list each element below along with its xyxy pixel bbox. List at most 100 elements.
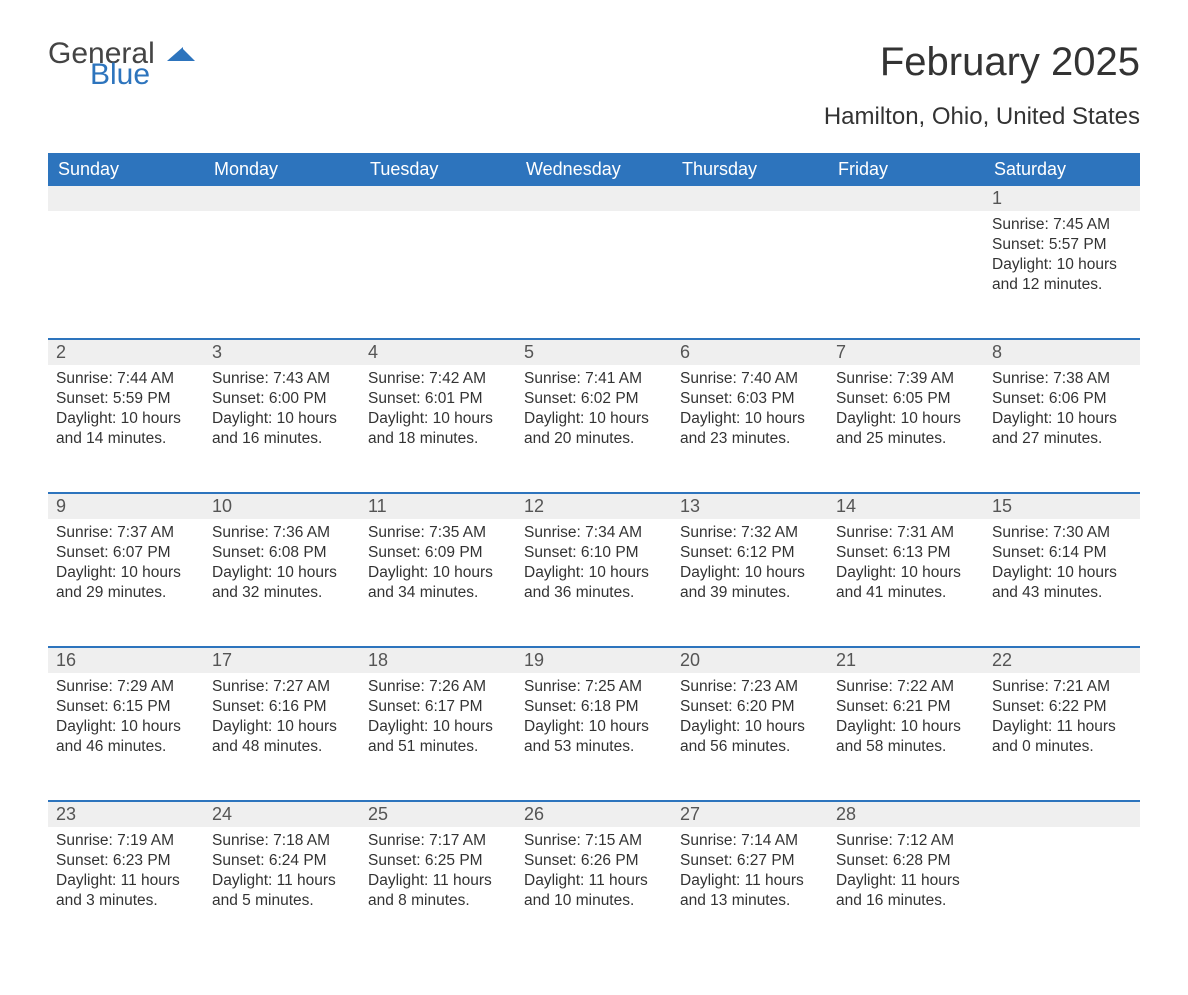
sunset-text: Sunset: 6:24 PM bbox=[212, 851, 352, 871]
daylight-text: Daylight: 10 hours and 16 minutes. bbox=[212, 409, 352, 449]
sunrise-text: Sunrise: 7:42 AM bbox=[368, 369, 508, 389]
day-cell: Sunrise: 7:32 AMSunset: 6:12 PMDaylight:… bbox=[672, 519, 828, 647]
sunrise-text: Sunrise: 7:36 AM bbox=[212, 523, 352, 543]
sunrise-text: Sunrise: 7:25 AM bbox=[524, 677, 664, 697]
sunrise-text: Sunrise: 7:37 AM bbox=[56, 523, 196, 543]
daylight-text: Daylight: 10 hours and 20 minutes. bbox=[524, 409, 664, 449]
sunrise-text: Sunrise: 7:29 AM bbox=[56, 677, 196, 697]
day-number-cell: 3 bbox=[204, 339, 360, 365]
day-number-cell: 28 bbox=[828, 801, 984, 827]
day-cell: Sunrise: 7:25 AMSunset: 6:18 PMDaylight:… bbox=[516, 673, 672, 801]
sunrise-text: Sunrise: 7:22 AM bbox=[836, 677, 976, 697]
day-cell bbox=[516, 211, 672, 339]
day-number-cell: 14 bbox=[828, 493, 984, 519]
day-number-cell: 2 bbox=[48, 339, 204, 365]
weekday-header: Friday bbox=[828, 153, 984, 186]
day-cell: Sunrise: 7:39 AMSunset: 6:05 PMDaylight:… bbox=[828, 365, 984, 493]
sunset-text: Sunset: 6:27 PM bbox=[680, 851, 820, 871]
sunset-text: Sunset: 6:16 PM bbox=[212, 697, 352, 717]
week-daynum-row: 16171819202122 bbox=[48, 647, 1140, 673]
day-cell: Sunrise: 7:38 AMSunset: 6:06 PMDaylight:… bbox=[984, 365, 1140, 493]
sunrise-text: Sunrise: 7:43 AM bbox=[212, 369, 352, 389]
sunrise-text: Sunrise: 7:27 AM bbox=[212, 677, 352, 697]
sunset-text: Sunset: 6:21 PM bbox=[836, 697, 976, 717]
day-cell: Sunrise: 7:29 AMSunset: 6:15 PMDaylight:… bbox=[48, 673, 204, 801]
weekday-header: Thursday bbox=[672, 153, 828, 186]
sunset-text: Sunset: 6:06 PM bbox=[992, 389, 1132, 409]
day-number-cell: 9 bbox=[48, 493, 204, 519]
day-cell: Sunrise: 7:34 AMSunset: 6:10 PMDaylight:… bbox=[516, 519, 672, 647]
daylight-text: Daylight: 10 hours and 56 minutes. bbox=[680, 717, 820, 757]
week-daynum-row: 232425262728 bbox=[48, 801, 1140, 827]
sunset-text: Sunset: 6:10 PM bbox=[524, 543, 664, 563]
day-cell: Sunrise: 7:19 AMSunset: 6:23 PMDaylight:… bbox=[48, 827, 204, 955]
day-number-cell bbox=[672, 186, 828, 211]
day-number-cell bbox=[984, 801, 1140, 827]
day-number-cell bbox=[48, 186, 204, 211]
daylight-text: Daylight: 10 hours and 18 minutes. bbox=[368, 409, 508, 449]
daylight-text: Daylight: 11 hours and 0 minutes. bbox=[992, 717, 1132, 757]
day-number-cell bbox=[360, 186, 516, 211]
sunset-text: Sunset: 6:23 PM bbox=[56, 851, 196, 871]
day-number-cell: 7 bbox=[828, 339, 984, 365]
day-cell bbox=[984, 827, 1140, 955]
week-daynum-row: 1 bbox=[48, 186, 1140, 211]
week-content-row: Sunrise: 7:19 AMSunset: 6:23 PM Daylight:… bbox=[48, 827, 1140, 955]
day-number-cell: 26 bbox=[516, 801, 672, 827]
daylight-text: Daylight: 11 hours and 16 minutes. bbox=[836, 871, 976, 911]
daylight-text: Daylight: 10 hours and 32 minutes. bbox=[212, 563, 352, 603]
daylight-text: Daylight: 11 hours and 13 minutes. bbox=[680, 871, 820, 911]
daylight-text: Daylight: 10 hours and 41 minutes. bbox=[836, 563, 976, 603]
day-cell bbox=[828, 211, 984, 339]
day-cell: Sunrise: 7:22 AMSunset: 6:21 PMDaylight:… bbox=[828, 673, 984, 801]
day-cell: Sunrise: 7:17 AMSunset: 6:25 PMDaylight:… bbox=[360, 827, 516, 955]
sunset-text: Sunset: 6:13 PM bbox=[836, 543, 976, 563]
daylight-text: Daylight: 10 hours and 36 minutes. bbox=[524, 563, 664, 603]
day-number-cell: 4 bbox=[360, 339, 516, 365]
weekday-header: Wednesday bbox=[516, 153, 672, 186]
daylight-text: Daylight: 11 hours and 8 minutes. bbox=[368, 871, 508, 911]
sunset-text: Sunset: 6:07 PM bbox=[56, 543, 196, 563]
daylight-text: Daylight: 10 hours and 29 minutes. bbox=[56, 563, 196, 603]
daylight-text: Daylight: 10 hours and 14 minutes. bbox=[56, 409, 196, 449]
day-cell: Sunrise: 7:40 AMSunset: 6:03 PMDaylight:… bbox=[672, 365, 828, 493]
sunrise-text: Sunrise: 7:19 AM bbox=[56, 831, 196, 851]
sunrise-text: Sunrise: 7:35 AM bbox=[368, 523, 508, 543]
daylight-text: Daylight: 10 hours and 25 minutes. bbox=[836, 409, 976, 449]
day-number-cell: 21 bbox=[828, 647, 984, 673]
daylight-text: Daylight: 10 hours and 48 minutes. bbox=[212, 717, 352, 757]
day-number-cell: 17 bbox=[204, 647, 360, 673]
sunset-text: Sunset: 6:22 PM bbox=[992, 697, 1132, 717]
day-number-cell: 18 bbox=[360, 647, 516, 673]
sunset-text: Sunset: 6:18 PM bbox=[524, 697, 664, 717]
weekday-header: Saturday bbox=[984, 153, 1140, 186]
sunrise-text: Sunrise: 7:17 AM bbox=[368, 831, 508, 851]
day-cell: Sunrise: 7:41 AMSunset: 6:02 PMDaylight:… bbox=[516, 365, 672, 493]
daylight-text: Daylight: 10 hours and 58 minutes. bbox=[836, 717, 976, 757]
day-cell: Sunrise: 7:18 AMSunset: 6:24 PMDaylight:… bbox=[204, 827, 360, 955]
day-cell: Sunrise: 7:37 AMSunset: 6:07 PMDaylight:… bbox=[48, 519, 204, 647]
week-content-row: Sunrise: 7:44 AMSunset: 5:59 PMDaylight:… bbox=[48, 365, 1140, 493]
day-cell: Sunrise: 7:30 AMSunset: 6:14 PMDaylight:… bbox=[984, 519, 1140, 647]
day-number-cell: 16 bbox=[48, 647, 204, 673]
daylight-text: Daylight: 10 hours and 46 minutes. bbox=[56, 717, 196, 757]
sunrise-text: Sunrise: 7:14 AM bbox=[680, 831, 820, 851]
week-daynum-row: 9101112131415 bbox=[48, 493, 1140, 519]
sunset-text: Sunset: 6:12 PM bbox=[680, 543, 820, 563]
daylight-text: Daylight: 10 hours and 12 minutes. bbox=[992, 255, 1132, 295]
sunrise-text: Sunrise: 7:18 AM bbox=[212, 831, 352, 851]
week-content-row: Sunrise: 7:37 AMSunset: 6:07 PMDaylight:… bbox=[48, 519, 1140, 647]
sunset-text: Sunset: 6:25 PM bbox=[368, 851, 508, 871]
daylight-text: Daylight: 10 hours and 43 minutes. bbox=[992, 563, 1132, 603]
week-content-row: Sunrise: 7:45 AMSunset: 5:57 PMDaylight:… bbox=[48, 211, 1140, 339]
daylight-text: Daylight: 11 hours and 10 minutes. bbox=[524, 871, 664, 911]
weekday-header: Sunday bbox=[48, 153, 204, 186]
sunrise-text: Sunrise: 7:34 AM bbox=[524, 523, 664, 543]
sunset-text: Sunset: 6:14 PM bbox=[992, 543, 1132, 563]
day-cell: Sunrise: 7:15 AMSunset: 6:26 PMDaylight:… bbox=[516, 827, 672, 955]
daylight-text: Daylight: 10 hours and 39 minutes. bbox=[680, 563, 820, 603]
day-cell bbox=[360, 211, 516, 339]
day-number-cell: 8 bbox=[984, 339, 1140, 365]
weekday-header: Tuesday bbox=[360, 153, 516, 186]
week-daynum-row: 2345678 bbox=[48, 339, 1140, 365]
